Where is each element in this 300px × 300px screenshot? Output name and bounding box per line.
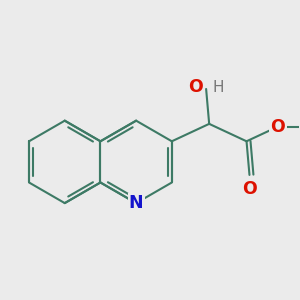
Text: O: O <box>242 180 257 198</box>
Text: O: O <box>188 78 203 96</box>
Text: O: O <box>271 118 285 136</box>
Text: H: H <box>212 80 224 95</box>
Text: N: N <box>129 194 143 212</box>
